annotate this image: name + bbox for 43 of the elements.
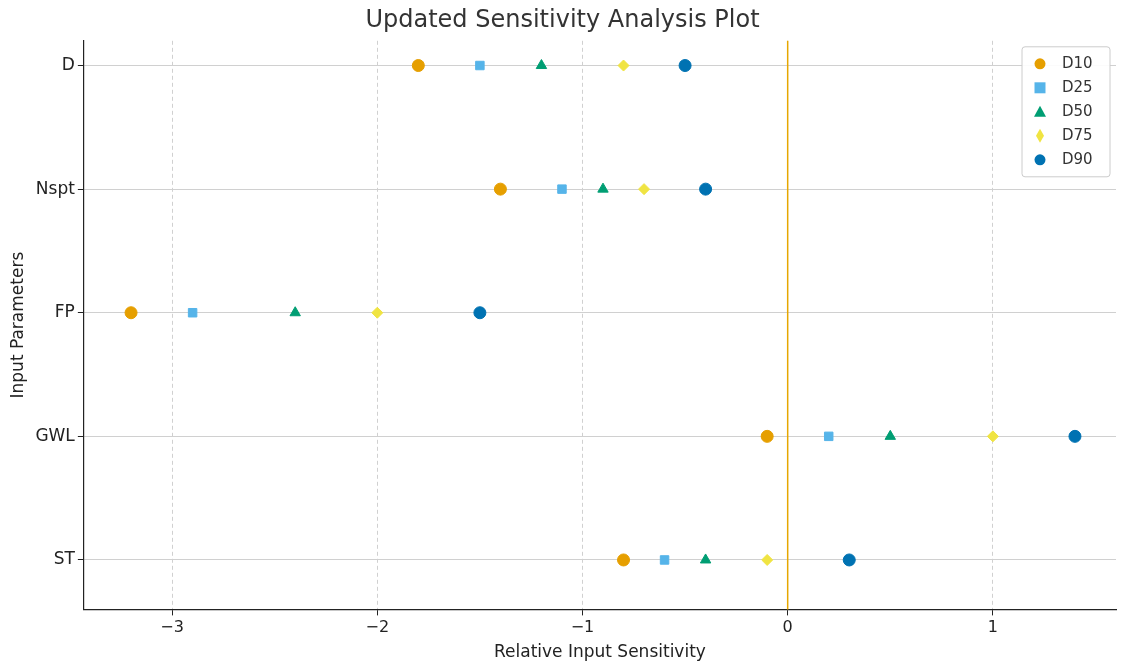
point	[535, 59, 548, 70]
x-tick-label: 1	[987, 617, 998, 637]
point	[884, 429, 896, 440]
y-tick-label: ST	[53, 548, 76, 569]
y-tick-label: Nspt	[35, 177, 76, 198]
y-axis-title: Input Parameters	[6, 251, 27, 399]
point	[289, 306, 301, 317]
x-tick-label: −3	[160, 617, 184, 637]
legend-label: D50	[1062, 101, 1093, 120]
legend-label: D10	[1062, 53, 1093, 72]
chart-title: Updated Sensitivity Analysis Plot	[365, 4, 760, 33]
point	[617, 553, 631, 567]
point	[597, 182, 609, 193]
point	[699, 553, 712, 564]
point	[493, 182, 507, 196]
point	[411, 59, 425, 73]
point	[475, 60, 485, 71]
point	[699, 182, 713, 196]
legend-label: D75	[1062, 125, 1093, 144]
y-tick-label: GWL	[35, 424, 76, 445]
point	[124, 306, 138, 320]
legend-label: D25	[1062, 77, 1093, 96]
point	[761, 553, 774, 566]
x-tick-label: 0	[782, 617, 793, 637]
point	[986, 430, 999, 443]
point	[473, 306, 487, 320]
point	[1068, 429, 1082, 443]
point	[678, 59, 692, 73]
y-tick-label: FP	[54, 301, 75, 322]
x-axis-title: Relative Input Sensitivity	[493, 641, 706, 662]
point	[617, 59, 630, 72]
point	[659, 555, 670, 565]
x-tick-label: −2	[365, 617, 390, 637]
point	[638, 183, 651, 196]
y-tick-label: D	[61, 53, 75, 74]
point	[760, 429, 774, 443]
point	[823, 431, 834, 442]
legend-label: D90	[1062, 149, 1093, 168]
point	[187, 308, 198, 318]
x-tick-label: −1	[570, 617, 595, 637]
point	[371, 306, 384, 319]
point	[842, 553, 856, 567]
point	[557, 184, 567, 194]
